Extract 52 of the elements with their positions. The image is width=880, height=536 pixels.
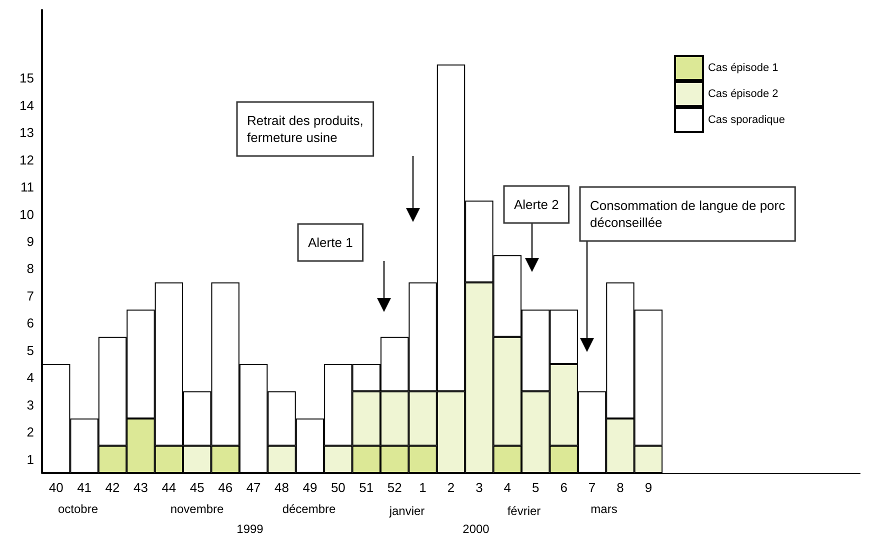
y-tick-label: 10 xyxy=(20,206,34,222)
x-tick-label: 50 xyxy=(330,480,346,495)
y-tick-label: 15 xyxy=(20,70,34,86)
legend-label: Cas sporadique xyxy=(708,114,786,126)
text: février xyxy=(507,504,541,518)
text: janvier xyxy=(388,504,425,518)
y-tick-label: 5 xyxy=(26,342,34,358)
x-tick-label: 41 xyxy=(77,480,92,495)
text: mars xyxy=(590,502,618,516)
text: octobre xyxy=(58,502,98,516)
x-tick-label: 9 xyxy=(644,480,652,495)
y-tick-label: 3 xyxy=(26,397,34,412)
x-tick-label: 7 xyxy=(588,480,596,495)
x-tick-label: 42 xyxy=(105,480,120,495)
legend-label: Cas épisode 1 xyxy=(708,62,778,74)
annotation: Retrait des produits, fermeture usine xyxy=(247,113,364,145)
x-tick-label: 3 xyxy=(476,480,483,495)
y-tick-label: 1 xyxy=(26,452,34,467)
text: 1999 xyxy=(236,522,264,536)
text: novembre xyxy=(170,502,224,516)
x-tick-label: 46 xyxy=(218,480,233,495)
x-tick-label: 5 xyxy=(532,480,540,495)
y-tick-label: 14 xyxy=(20,98,34,113)
y-tick-label: 13 xyxy=(20,125,34,140)
x-tick-label: 2 xyxy=(447,480,455,495)
x-tick-label: 4 xyxy=(504,480,512,495)
x-tick-label: 6 xyxy=(560,480,568,495)
y-tick-label: 6 xyxy=(26,316,34,331)
text: décembre xyxy=(282,502,336,516)
annotation: Alerte 2 xyxy=(514,197,559,212)
x-tick-label: 52 xyxy=(387,480,402,495)
y-tick-label: 4 xyxy=(26,370,34,386)
y-tick-label: 9 xyxy=(26,234,34,249)
x-tick-label: 1 xyxy=(419,480,426,495)
x-tick-label: 45 xyxy=(190,480,204,495)
x-tick-label: 49 xyxy=(302,480,318,495)
x-tick-label: 48 xyxy=(274,480,289,495)
y-tick-label: 11 xyxy=(20,180,34,195)
annotation: Alerte 1 xyxy=(308,235,353,250)
annotation: Consommation de langue de porc déconseillée xyxy=(590,198,786,230)
y-tick-label: 8 xyxy=(26,261,34,276)
y-tick-label: 12 xyxy=(20,152,34,168)
x-tick-label: 40 xyxy=(48,480,64,495)
x-tick-label: 8 xyxy=(616,480,624,495)
legend-label: Cas épisode 2 xyxy=(708,88,778,100)
y-tick-label: 2 xyxy=(26,424,34,440)
x-tick-label: 51 xyxy=(359,480,374,495)
text: 2000 xyxy=(462,522,490,536)
x-tick-label: 44 xyxy=(162,480,176,495)
x-tick-label: 47 xyxy=(246,480,261,495)
y-tick-label: 7 xyxy=(26,288,34,304)
x-tick-label: 43 xyxy=(133,480,148,495)
